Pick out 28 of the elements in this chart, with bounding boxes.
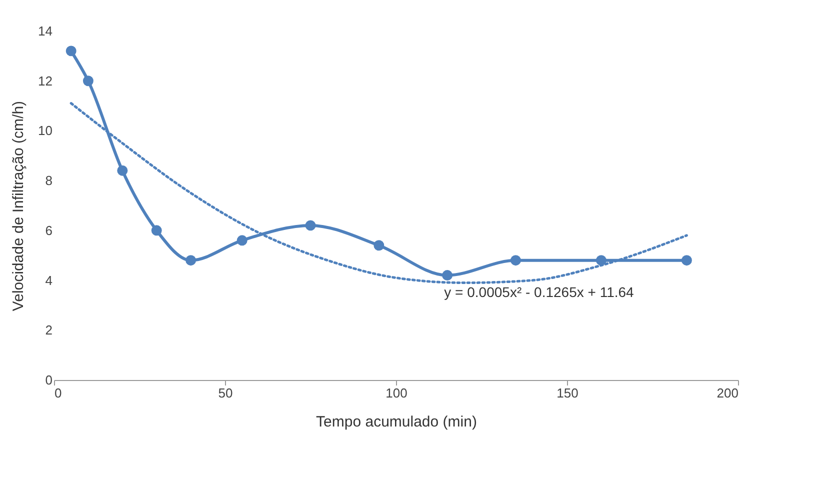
point [374,240,384,251]
point [151,225,162,236]
y-tick-label: 0 [45,372,52,388]
y-tick-label: 6 [45,222,52,238]
point [442,270,453,281]
y-tick-label: 12 [38,73,52,88]
point [82,76,94,86]
y-tick-label: 4 [45,272,52,288]
y-tick-label: 14 [38,24,52,38]
y-axis-title: Velocidade de Infiltração (cm/h) [10,100,28,312]
point [186,255,196,266]
point [117,165,128,176]
point [305,220,316,231]
point [510,255,521,266]
y-tick-label: 8 [45,173,52,188]
x-tick-label: 0 [54,386,62,400]
point [596,255,606,266]
y-tick-label: 10 [38,123,52,138]
point [236,235,248,246]
annotation: y = 0.0005x² - 0.1265x + 11.64 [444,284,634,300]
x-tick-label: 100 [386,386,408,400]
point [66,46,76,56]
x-tick-label: 50 [218,386,233,400]
x-tick-label: 150 [556,386,578,400]
x-tick-label: 200 [716,386,738,400]
x-axis-title: Tempo acumulado (min) [316,414,477,430]
y-tick-label: 2 [45,322,52,338]
point [681,255,692,266]
